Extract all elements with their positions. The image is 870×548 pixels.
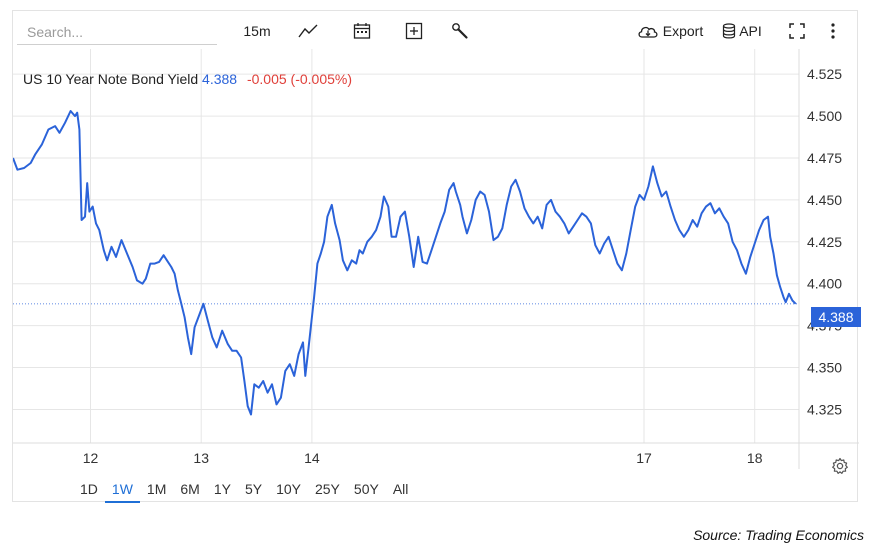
range-1d[interactable]: 1D bbox=[80, 481, 98, 497]
interval-button[interactable]: 15m bbox=[239, 19, 275, 43]
source-caption: Source: Trading Economics bbox=[693, 527, 864, 543]
y-tick-label: 4.325 bbox=[807, 401, 842, 417]
fullscreen-icon bbox=[789, 23, 805, 39]
last-price-badge: 4.388 bbox=[811, 307, 861, 327]
range-1m[interactable]: 1M bbox=[146, 481, 167, 497]
x-tick-label: 13 bbox=[193, 450, 209, 466]
range-50y[interactable]: 50Y bbox=[353, 481, 379, 497]
range-25y[interactable]: 25Y bbox=[314, 481, 340, 497]
x-tick-label: 12 bbox=[83, 450, 99, 466]
more-vertical-icon bbox=[831, 23, 835, 39]
yield-chart[interactable]: 4.3254.3504.3754.4004.4254.4504.4754.500… bbox=[13, 49, 859, 469]
gear-icon[interactable] bbox=[831, 457, 849, 475]
y-tick-label: 4.450 bbox=[807, 192, 842, 208]
toolbar: 15m bbox=[13, 11, 857, 49]
interval-label: 15m bbox=[243, 23, 271, 39]
calendar-button[interactable] bbox=[349, 19, 375, 43]
search-input[interactable] bbox=[17, 19, 217, 45]
chart-widget: 15m bbox=[12, 10, 861, 503]
legend-value: 4.388 bbox=[202, 71, 238, 87]
legend-change: -0.005 (-0.005%) bbox=[246, 71, 353, 87]
x-tick-label: 14 bbox=[304, 450, 320, 466]
y-tick-label: 4.525 bbox=[807, 66, 842, 82]
wrench-icon bbox=[452, 23, 468, 39]
chart-type-button[interactable] bbox=[295, 19, 321, 43]
fullscreen-button[interactable] bbox=[785, 19, 809, 43]
plus-square-icon bbox=[405, 22, 423, 40]
range-1w[interactable]: 1W bbox=[104, 479, 140, 503]
range-5y[interactable]: 5Y bbox=[244, 481, 263, 497]
add-indicator-button[interactable] bbox=[401, 19, 427, 43]
series-line bbox=[13, 110, 797, 416]
x-tick-label: 17 bbox=[636, 450, 652, 466]
y-tick-label: 4.425 bbox=[807, 234, 842, 250]
more-button[interactable] bbox=[823, 19, 843, 43]
y-tick-label: 4.475 bbox=[807, 150, 842, 166]
range-all[interactable]: All bbox=[392, 481, 409, 497]
range-6m[interactable]: 6M bbox=[180, 481, 200, 497]
export-label: Export bbox=[662, 23, 704, 39]
chart-legend: US 10 Year Note Bond Yield 4.388 -0.005 … bbox=[23, 71, 352, 87]
y-tick-label: 4.500 bbox=[807, 108, 842, 124]
range-selector: 1D 1W 1M 6M 1Y 5Y 10Y 25Y 50Y All bbox=[73, 479, 415, 503]
y-tick-label: 4.350 bbox=[807, 360, 842, 376]
tools-button[interactable] bbox=[447, 19, 473, 43]
cloud-download-icon bbox=[638, 26, 658, 38]
legend-series-name: US 10 Year Note Bond Yield bbox=[23, 71, 199, 87]
x-tick-label: 18 bbox=[747, 450, 763, 466]
api-label: API bbox=[739, 23, 762, 39]
range-10y[interactable]: 10Y bbox=[276, 481, 301, 497]
line-chart-icon bbox=[298, 24, 318, 38]
api-button[interactable]: API bbox=[717, 19, 767, 43]
calendar-icon bbox=[353, 23, 371, 39]
y-tick-label: 4.400 bbox=[807, 276, 842, 292]
database-icon bbox=[723, 23, 736, 39]
export-button[interactable]: Export bbox=[627, 19, 713, 43]
range-1y[interactable]: 1Y bbox=[213, 481, 231, 497]
